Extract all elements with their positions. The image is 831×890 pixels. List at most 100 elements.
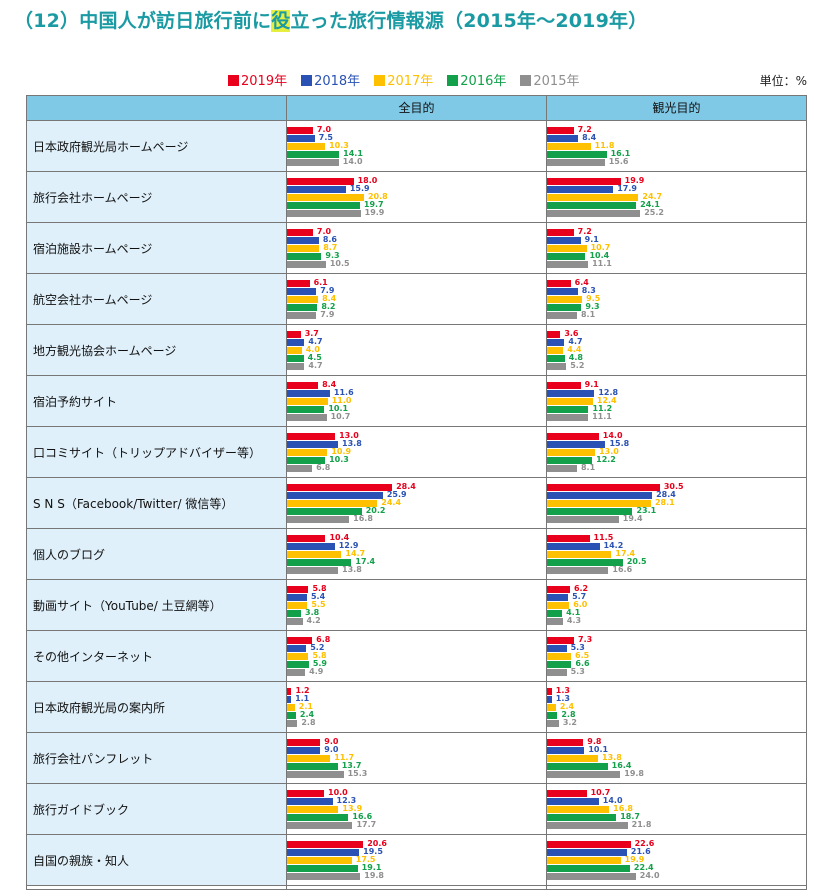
bar [547,696,552,703]
data-label: 7.2 [577,227,592,236]
chart-cell: 19.9 17.9 24.7 24.1 25.2 [547,172,806,223]
chart-cell: 5.8 5.4 5.5 3.8 4.2 [287,580,546,631]
bar [547,602,570,609]
data-label: 9.1 [584,380,599,389]
bar [287,433,336,440]
bar [287,516,350,523]
bar [547,492,653,499]
data-label: 19.9 [624,855,645,864]
data-label: 2.4 [299,710,315,719]
bar [547,755,599,762]
bar [287,382,319,389]
data-label: 17.4 [355,557,376,566]
legend-item: 2018年 [301,70,360,89]
data-label: 16.1 [610,149,631,158]
chart-cell: 7.3 5.3 6.5 6.6 5.3 [547,631,806,682]
chart-cell: 7.0 8.6 8.7 9.3 10.5 [287,223,546,274]
data-label: 10.5 [329,259,350,268]
bar [547,586,570,593]
chart-legend: 2019年 2018年 2017年 2016年 2015年 [228,70,593,89]
bar [547,618,563,625]
chart-cell: 1.2 1.1 2.1 2.4 2.8 [287,682,546,733]
bar [287,186,346,193]
data-label: 13.8 [342,565,362,574]
bar [287,696,292,703]
column-header-tourism: 観光目的 [652,101,701,115]
bar [547,873,636,880]
bar [547,645,567,652]
data-label: 4.5 [307,353,322,362]
bar [287,712,296,719]
data-label: 14.1 [343,149,363,158]
bar [287,347,302,354]
data-label: 16.8 [353,514,373,523]
data-label: 13.8 [342,439,362,448]
bar [547,594,569,601]
data-label: 11.2 [592,404,613,413]
category-label: 航空会社ホームページ [27,274,286,325]
bar [287,253,322,260]
chart-cell: 9.0 9.0 11.7 13.7 15.3 [287,733,546,784]
bar [287,653,309,660]
data-label: 11.6 [333,388,354,397]
data-label: 17.4 [615,549,636,558]
bar [287,763,338,770]
data-label: 6.1 [313,278,328,287]
chart-cell: 13.0 13.8 10.9 10.3 6.8 [287,427,546,478]
bar [547,849,627,856]
data-label: 8.7 [323,243,338,252]
data-label: 4.0 [305,345,320,354]
data-label: 10.7 [590,788,611,797]
legend-swatch [374,75,386,86]
data-label: 20.5 [626,557,647,566]
data-label: 20.8 [367,192,388,201]
bar [547,865,630,872]
legend-label: 2017年 [387,74,434,89]
bar [547,610,563,617]
data-label: 11.8 [594,141,615,150]
bar [547,135,579,142]
legend-label: 2018年 [314,74,361,89]
chart-cell: 10.4 12.9 14.7 17.4 13.8 [287,529,546,580]
bar [287,739,321,746]
unit-label: 単位：% [759,74,807,88]
bar [287,331,301,338]
bar [287,492,383,499]
data-label: 20.6 [367,839,387,848]
data-label: 13.9 [342,804,363,813]
bar [287,210,361,217]
data-label: 30.5 [663,482,684,491]
bar [547,288,578,295]
data-label: 28.4 [396,482,416,491]
data-label: 19.7 [363,200,384,209]
legend-label: 2015年 [533,74,580,89]
data-label: 8.4 [322,294,337,303]
data-label: 9.0 [324,737,339,746]
bar [547,653,572,660]
data-label: 2.4 [559,702,575,711]
bar [547,669,567,676]
data-label: 18.7 [620,812,640,821]
category-label: 宿泊施設ホームページ [27,223,286,274]
chart-cell: 6.1 7.9 8.4 8.2 7.9 [287,274,546,325]
bar [547,347,564,354]
data-label: 24.1 [640,200,660,209]
data-label: 13.8 [602,753,622,762]
bar [547,771,621,778]
bar [547,798,599,805]
data-label: 16.6 [352,812,373,821]
chart-cell: 9.1 12.8 12.4 11.2 11.1 [547,376,806,427]
bar [287,280,310,287]
data-label: 11.1 [592,259,612,268]
data-label: 19.4 [622,514,643,523]
bar [547,720,559,727]
bar [287,602,308,609]
data-label: 15.8 [609,439,630,448]
data-label: 24.0 [639,871,660,880]
data-label: 3.2 [562,718,577,727]
bar [547,151,607,158]
bar [287,822,353,829]
category-label: 自国の親族・知人 [27,835,286,886]
title-suffix: 立った旅行情報源（2015年〜2019年） [290,10,648,32]
bar [287,661,309,668]
